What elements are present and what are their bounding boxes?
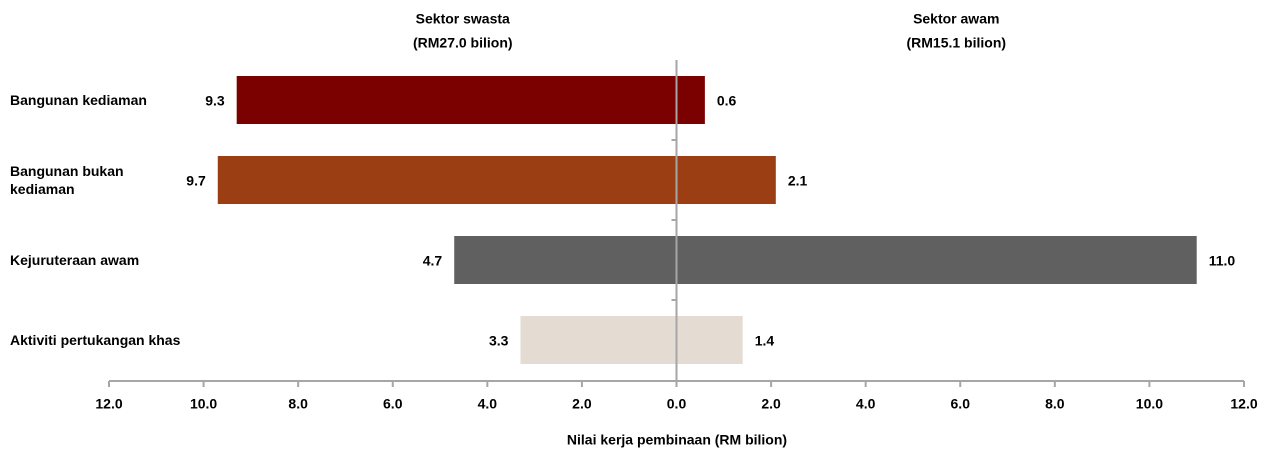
bar xyxy=(676,156,776,204)
bar xyxy=(236,76,677,124)
bar xyxy=(676,76,705,124)
series-subtitle: (RM15.1 bilion) xyxy=(906,35,1006,51)
bar xyxy=(676,316,743,364)
x-tick-label: 10.0 xyxy=(190,396,217,412)
bar xyxy=(520,316,677,364)
category-label: Kejuruteraan awam xyxy=(10,252,140,268)
x-tick-label: 4.0 xyxy=(856,396,876,412)
category-label: Aktiviti pertukangan khas xyxy=(10,332,181,348)
bar xyxy=(454,236,677,284)
value-label: 9.3 xyxy=(205,93,225,109)
x-tick-label: 10.0 xyxy=(1136,396,1163,412)
series-subtitle: (RM27.0 bilion) xyxy=(413,35,513,51)
value-label: 3.3 xyxy=(489,333,509,349)
x-axis-label: Nilai kerja pembinaan (RM bilion) xyxy=(567,432,787,448)
series-header: Sektor swasta xyxy=(416,11,510,27)
category-label: Bangunan kediaman xyxy=(10,92,147,108)
x-tick-label: 12.0 xyxy=(95,396,122,412)
x-tick-label: 8.0 xyxy=(1045,396,1065,412)
x-tick-label: 2.0 xyxy=(761,396,781,412)
x-tick-label: 6.0 xyxy=(383,396,403,412)
value-label: 0.6 xyxy=(717,93,737,109)
bar xyxy=(217,156,677,204)
value-label: 11.0 xyxy=(1209,253,1236,269)
x-tick-label: 2.0 xyxy=(572,396,592,412)
bar xyxy=(676,236,1197,284)
x-tick-label: 4.0 xyxy=(478,396,498,412)
value-label: 1.4 xyxy=(755,333,775,349)
x-tick-label: 8.0 xyxy=(288,396,308,412)
value-label: 4.7 xyxy=(423,253,443,269)
x-tick-label: 0.0 xyxy=(667,396,687,412)
x-tick-label: 6.0 xyxy=(951,396,971,412)
series-header: Sektor awam xyxy=(913,11,999,27)
category-label: Bangunan bukan kediaman xyxy=(10,163,124,197)
value-label: 2.1 xyxy=(788,173,808,189)
value-label: 9.7 xyxy=(186,173,206,189)
x-tick-label: 12.0 xyxy=(1230,396,1257,412)
